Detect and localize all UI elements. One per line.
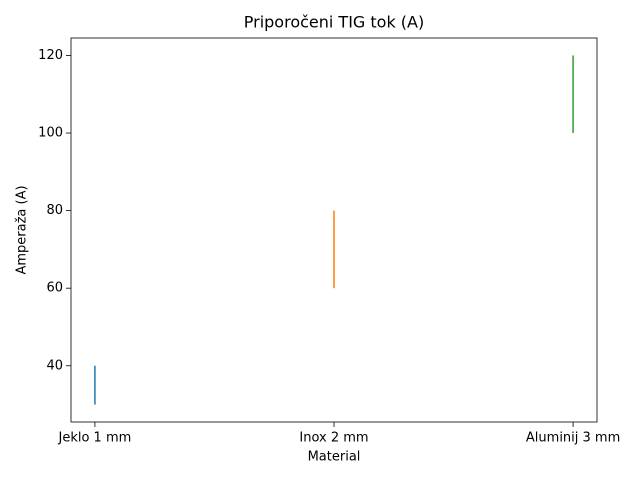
x-tick-label: Jeklo 1 mm bbox=[58, 431, 132, 446]
y-tick-label: 120 bbox=[38, 48, 63, 63]
y-axis-label: Amperaža (A) bbox=[15, 185, 30, 274]
y-tick-label: 80 bbox=[46, 203, 63, 218]
y-tick-label: 60 bbox=[46, 281, 63, 296]
y-tick-label: 100 bbox=[38, 126, 63, 141]
x-tick-label: Inox 2 mm bbox=[299, 431, 368, 446]
plot-frame bbox=[70, 37, 598, 423]
chart-title: Priporočeni TIG tok (A) bbox=[244, 13, 424, 32]
y-tick-label: 40 bbox=[46, 358, 63, 373]
x-axis-label: Material bbox=[308, 450, 361, 465]
x-tick-label: Aluminij 3 mm bbox=[526, 431, 620, 446]
